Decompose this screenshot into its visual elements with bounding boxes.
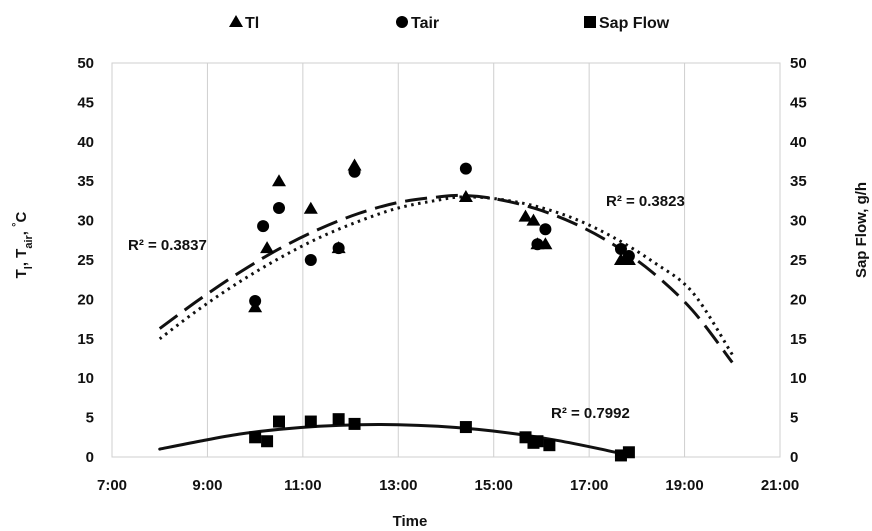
- legend-marker-sap-flow: [584, 16, 596, 28]
- point-sap-flow: [348, 417, 361, 430]
- point-sap-flow: [249, 431, 262, 444]
- y-axis-right-ticks: 0 5 10 15 20 25 30 35 40 45 50: [790, 55, 807, 466]
- plot-area: [111, 62, 781, 458]
- legend-marker-tl: [229, 15, 243, 27]
- y-right-tick-label: 30: [790, 213, 807, 230]
- y-right-tick-label: 35: [790, 173, 807, 190]
- point-tair: [273, 201, 285, 214]
- r2-label: R² = 0.3823: [606, 193, 685, 210]
- x-tick-label: 19:00: [665, 477, 703, 494]
- y-left-tick-label: 40: [77, 134, 94, 151]
- x-tick-label: 13:00: [379, 477, 417, 494]
- x-tick-label: 11:00: [284, 477, 322, 494]
- x-tick-label: 17:00: [570, 477, 608, 494]
- legend: Tl Tair Sap Flow: [229, 15, 670, 32]
- point-sap-flow: [459, 421, 472, 434]
- point-tair: [348, 165, 361, 178]
- point-tair: [249, 294, 262, 307]
- y-left-tick-label: 25: [77, 252, 94, 269]
- data-points: [248, 158, 636, 462]
- point-tair: [614, 242, 627, 255]
- y-axis-left-ticks: 0 5 10 15 20 25 30 35 40 45 50: [77, 55, 94, 466]
- trendline-tair: [158, 195, 734, 356]
- point-tair: [622, 250, 635, 263]
- y-left-tick-label: 20: [77, 291, 94, 308]
- y-left-tick-label: 50: [77, 55, 94, 72]
- point-sap-flow: [622, 446, 635, 459]
- y-left-tick-label: 30: [77, 213, 94, 230]
- y-left-tick-label: 45: [77, 94, 94, 111]
- point-tair: [459, 162, 472, 175]
- point-sap-flow: [543, 439, 556, 452]
- point-tl: [518, 209, 533, 222]
- y-right-tick-label: 50: [790, 55, 807, 72]
- point-sap-flow: [531, 435, 544, 448]
- y-right-tick-label: 45: [790, 94, 807, 111]
- legend-marker-tair: [396, 16, 408, 28]
- point-tair: [531, 238, 544, 251]
- x-tick-label: 7:00: [97, 477, 127, 494]
- point-sap-flow: [273, 415, 285, 428]
- point-tair: [539, 223, 552, 236]
- y-right-tick-label: 5: [790, 410, 798, 427]
- x-tick-label: 15:00: [475, 477, 513, 494]
- point-tair: [257, 220, 270, 233]
- point-tl: [526, 213, 541, 226]
- point-sap-flow: [304, 415, 317, 428]
- point-sap-flow: [261, 435, 274, 448]
- point-tl: [272, 174, 286, 187]
- legend-label: Tair: [411, 15, 439, 32]
- y-right-tick-label: 10: [790, 370, 807, 387]
- point-tl: [260, 241, 275, 254]
- x-axis-title: Time: [393, 513, 428, 530]
- y-right-tick-label: 20: [790, 291, 807, 308]
- vertical-gridlines: [111, 63, 781, 457]
- r2-label: R² = 0.3837: [128, 237, 207, 254]
- y-right-tick-label: 15: [790, 331, 807, 348]
- trendlines: [158, 193, 734, 457]
- y-axis-left-title: Tl, Tair, °C: [11, 211, 35, 278]
- x-tick-label: 21:00: [761, 477, 799, 494]
- point-tl: [458, 189, 473, 202]
- y-left-tick-label: 5: [86, 410, 94, 427]
- legend-label: Tl: [245, 15, 259, 32]
- x-tick-label: 9:00: [192, 477, 222, 494]
- r2-label: R² = 0.7992: [551, 405, 630, 422]
- point-sap-flow: [332, 413, 345, 426]
- legend-label: Sap Flow: [599, 15, 670, 32]
- y-left-tick-label: 10: [77, 370, 94, 387]
- y-left-tick-label: 15: [77, 331, 94, 348]
- x-axis-ticks: 7:00 9:00 11:00 13:00 15:00 17:00 19:00 21:00: [97, 477, 799, 494]
- y-axis-right-title: Sap Flow, g/h: [853, 182, 870, 278]
- y-left-tick-label: 0: [86, 449, 94, 466]
- trendline-tl: [158, 193, 734, 364]
- point-tair: [332, 242, 345, 255]
- y-right-tick-label: 25: [790, 252, 807, 269]
- point-tair: [304, 254, 317, 266]
- y-left-tick-label: 35: [77, 173, 94, 190]
- y-right-tick-label: 40: [790, 134, 807, 151]
- r2-labels: R² = 0.3837 R² = 0.3823 R² = 0.7992: [128, 193, 685, 422]
- point-tl: [303, 201, 318, 214]
- y-right-tick-label: 0: [790, 449, 798, 466]
- trendline-sap-flow: [158, 422, 631, 457]
